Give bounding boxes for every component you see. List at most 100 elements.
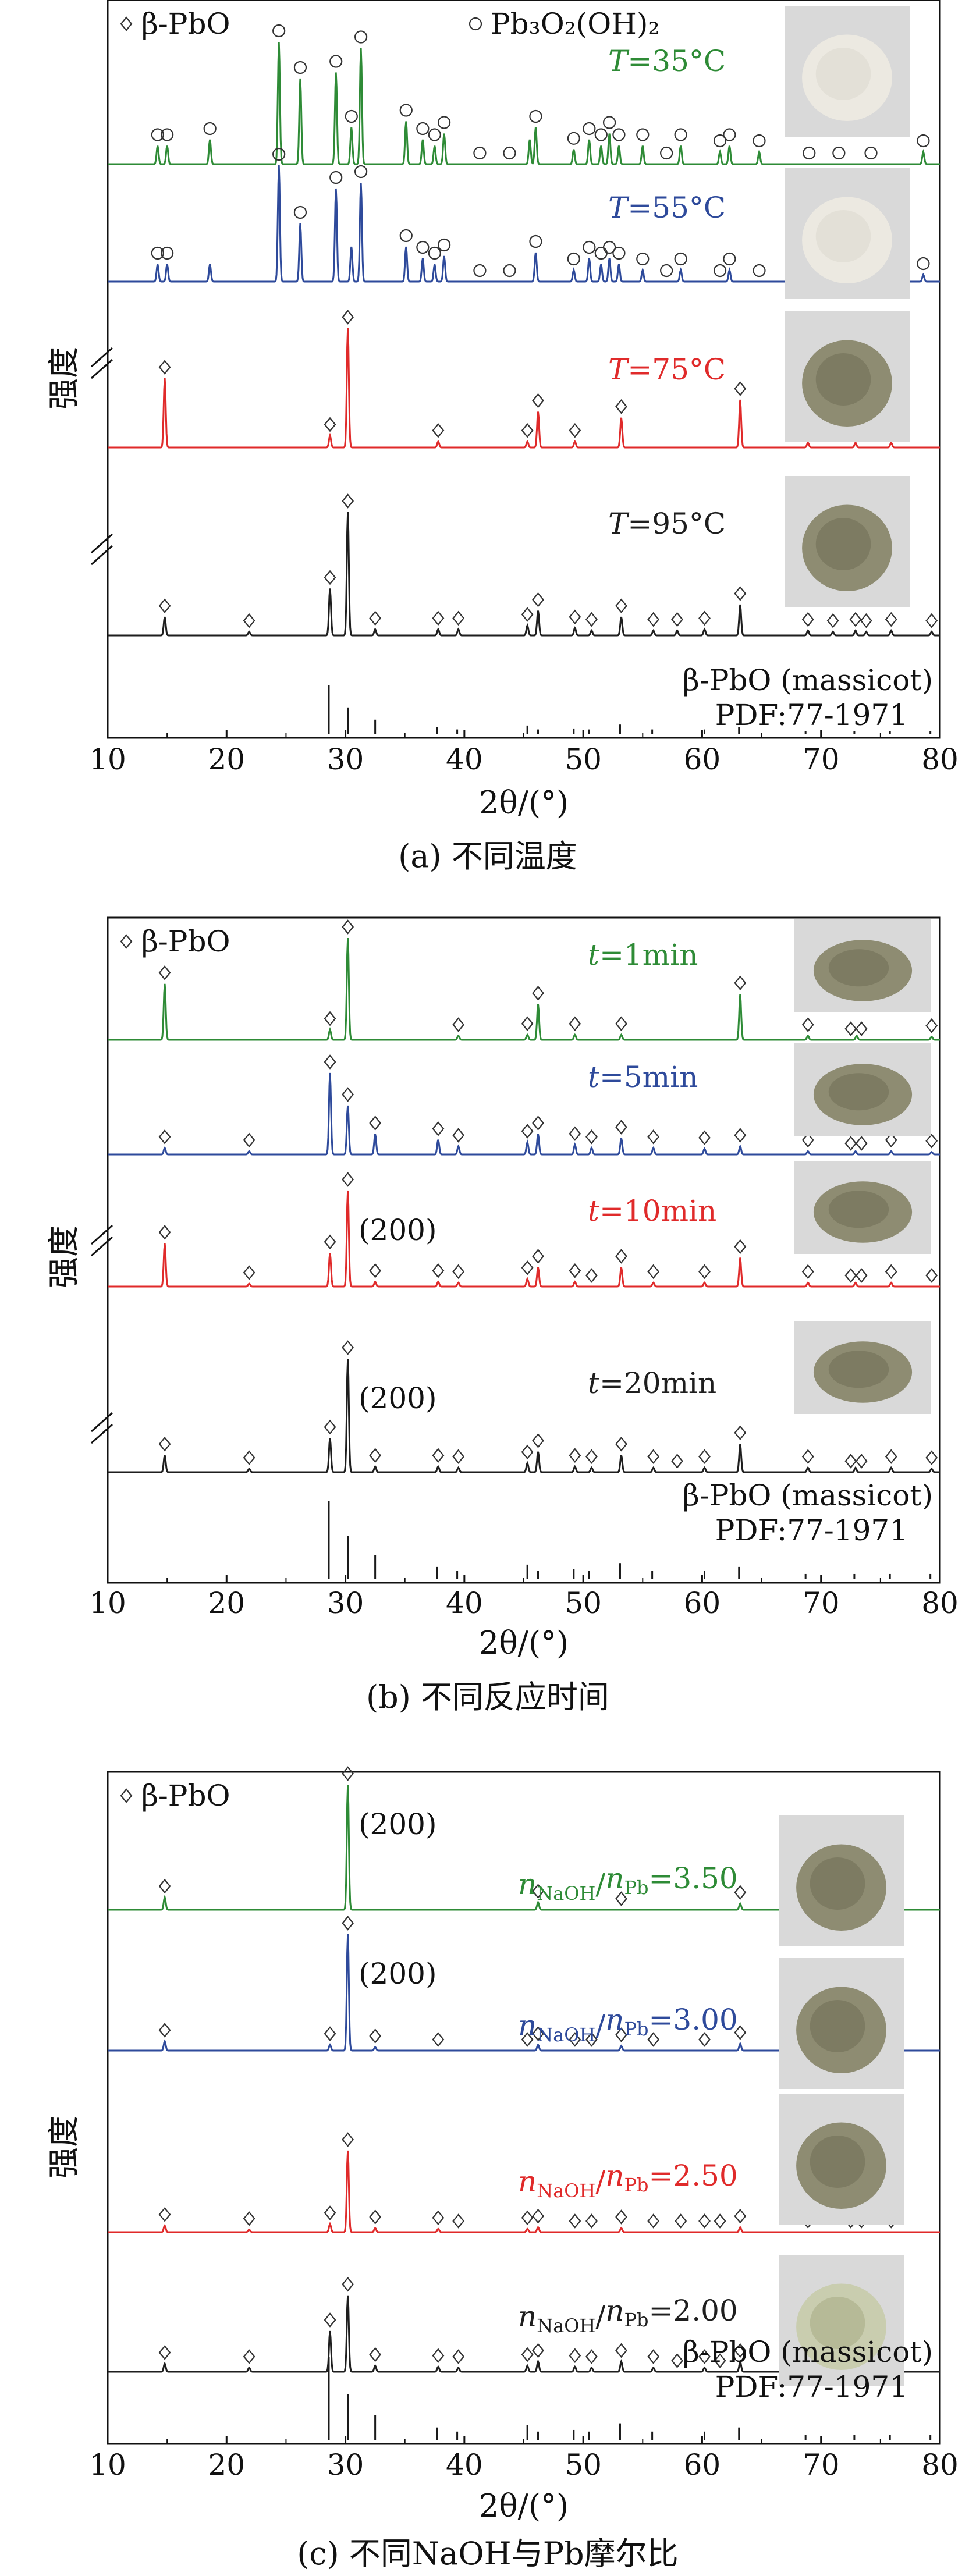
- powder-shade: [815, 518, 871, 570]
- x-tick-label: 10: [89, 1586, 126, 1620]
- peak-marker: [243, 1450, 255, 1465]
- powder-shade: [810, 1857, 865, 1910]
- series-1: nNaOH/nPb=3.00: [108, 1916, 940, 2089]
- peak-marker: [569, 1448, 581, 1463]
- peak-marker: [832, 146, 846, 160]
- peak-marker: [369, 2028, 382, 2044]
- series-label: T=95°C: [608, 507, 726, 541]
- peak-marker: [342, 2132, 354, 2147]
- sample-photo: [785, 168, 910, 299]
- label-value: =95°C: [627, 507, 726, 541]
- series-label: t=5min: [588, 1060, 698, 1094]
- label-variable: T: [608, 191, 630, 225]
- peak-marker: [885, 1449, 897, 1464]
- peak-marker: [714, 2353, 726, 2368]
- peak-marker: [432, 2032, 445, 2047]
- label-variable: T: [608, 507, 630, 541]
- sample-photo: [794, 1321, 931, 1414]
- peak-marker: [674, 128, 687, 141]
- peak-marker: [615, 2027, 627, 2042]
- peak-marker: [585, 2032, 598, 2047]
- peak-marker: [532, 1433, 544, 1448]
- peak-marker: [844, 1021, 857, 1036]
- series-label: T=35°C: [608, 44, 726, 78]
- label-part: n: [605, 2159, 624, 2193]
- x-tick-label: 40: [446, 1586, 483, 1620]
- peak-marker: [885, 1132, 897, 1148]
- peak-marker: [158, 1225, 171, 1240]
- reference-label: β-PbO (massicot): [683, 2335, 933, 2369]
- peak-marker: [293, 205, 307, 219]
- label-value: =1min: [599, 938, 698, 972]
- label-variable: t: [588, 1194, 600, 1228]
- peak-marker: [521, 1444, 534, 1460]
- peak-marker: [647, 2213, 660, 2229]
- peak-marker: [452, 2349, 465, 2364]
- x-tick-label: 50: [565, 742, 602, 776]
- label-ratio: =2.50: [649, 2159, 738, 2193]
- reference-card: PDF:77-1971: [715, 1513, 908, 1547]
- peak-marker: [698, 1449, 711, 1464]
- peak-marker: [734, 2343, 747, 2358]
- peak-marker: [569, 423, 581, 438]
- x-tick-label: 60: [684, 1586, 721, 1620]
- peak-annotation: (200): [359, 1957, 436, 1991]
- peak-marker: [801, 1017, 814, 1032]
- peak-marker: [369, 1263, 382, 1278]
- legend-marker: [120, 16, 133, 31]
- peak-marker: [529, 109, 542, 123]
- label-ratio: =3.00: [649, 2003, 738, 2037]
- peak-marker: [569, 2348, 581, 2363]
- peak-marker: [844, 1268, 857, 1283]
- sample-photo: [779, 2094, 904, 2225]
- peak-marker: [324, 2312, 336, 2328]
- axis-break-mark: [91, 1224, 113, 1245]
- y-axis-label: 强度: [45, 2116, 82, 2179]
- peak-marker: [272, 147, 286, 161]
- series-line: [108, 511, 940, 637]
- label-value: =20min: [599, 1366, 716, 1400]
- peak-marker: [158, 965, 171, 980]
- peak-marker: [569, 1126, 581, 1141]
- peak-marker: [583, 240, 596, 254]
- peak-marker: [723, 252, 736, 266]
- y-axis-label: 强度: [45, 1225, 82, 1288]
- label-part: Pb: [624, 2018, 648, 2040]
- peak-marker: [855, 1268, 868, 1283]
- label-part: n: [605, 2003, 624, 2037]
- peak-marker: [585, 2349, 598, 2364]
- reference-label: β-PbO (massicot): [683, 1479, 933, 1512]
- sample-photo: [785, 311, 910, 442]
- peak-marker: [428, 128, 441, 141]
- panel-caption: (c) 不同NaOH与Pb摩尔比: [297, 2535, 678, 2572]
- peak-marker: [602, 116, 616, 129]
- peak-marker: [151, 246, 164, 260]
- peak-marker: [801, 1132, 814, 1148]
- peak-marker: [324, 417, 336, 432]
- label-part: Pb: [624, 2174, 648, 2196]
- peak-marker: [734, 2025, 747, 2040]
- series-label: t=20min: [588, 1366, 716, 1400]
- peak-marker: [329, 55, 343, 68]
- peak-marker: [917, 257, 930, 271]
- peak-marker: [855, 1021, 868, 1036]
- x-tick-label: 40: [446, 742, 483, 776]
- peak-marker: [503, 264, 516, 278]
- peak-marker: [529, 234, 542, 248]
- legend-label: β-PbO: [141, 7, 230, 41]
- powder-shade: [815, 48, 871, 100]
- peak-marker: [532, 1884, 544, 1899]
- peak-marker: [734, 1128, 747, 1143]
- axis-break-mark: [91, 533, 113, 554]
- series-3: t=20min: [108, 1321, 940, 1473]
- peak-marker: [532, 393, 544, 408]
- peak-marker: [532, 1249, 544, 1264]
- peak-marker: [342, 493, 354, 509]
- peak-marker: [615, 598, 627, 613]
- peak-marker: [647, 2032, 660, 2047]
- peak-marker: [925, 1268, 938, 1283]
- peak-marker: [801, 1449, 814, 1464]
- series-3: T=95°C: [108, 476, 940, 637]
- x-tick-label: 30: [327, 742, 364, 776]
- reference-label: β-PbO (massicot): [683, 663, 933, 697]
